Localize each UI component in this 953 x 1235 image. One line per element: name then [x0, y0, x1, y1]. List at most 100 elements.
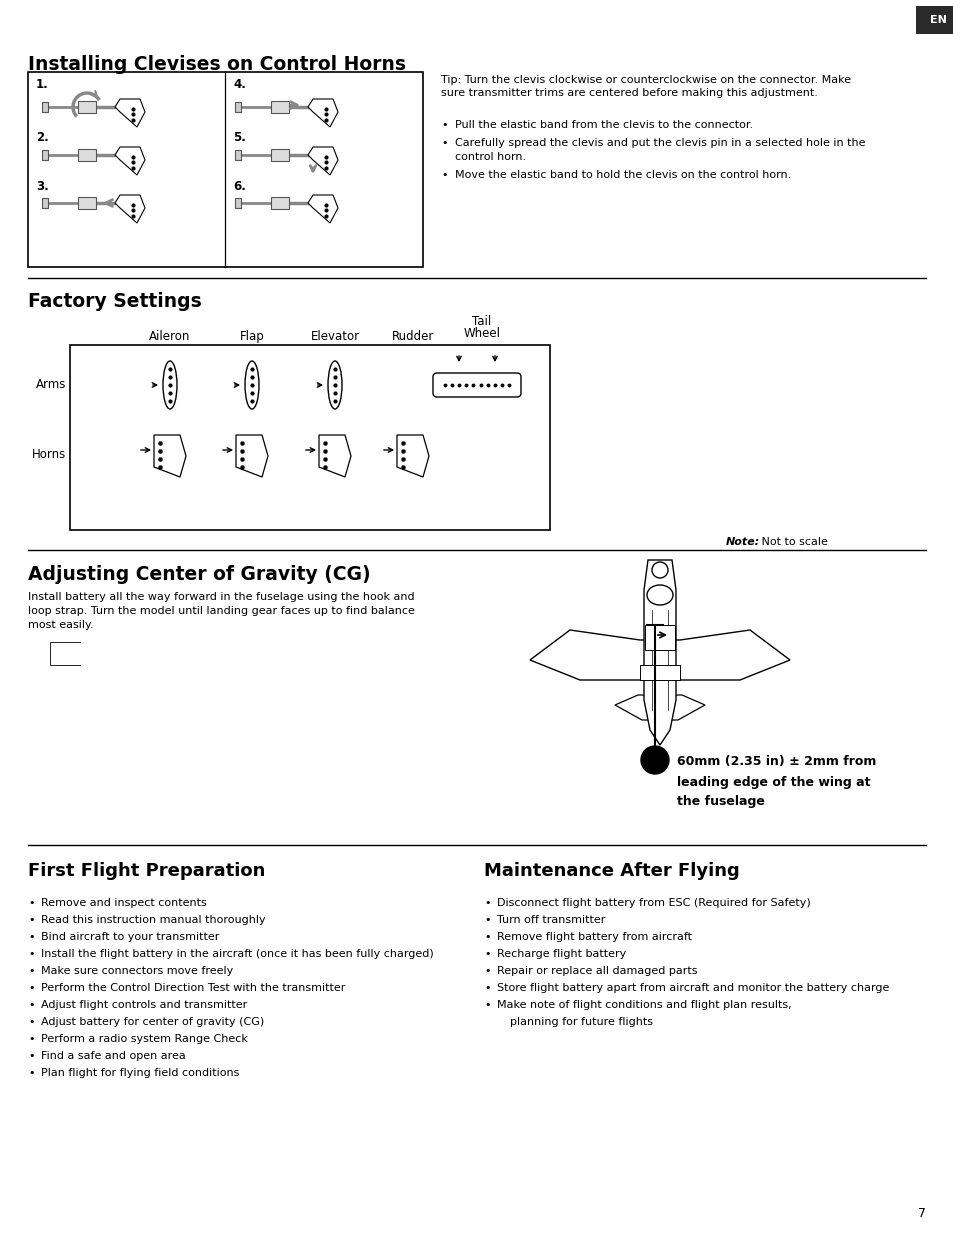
Text: •: •	[28, 1068, 34, 1078]
Polygon shape	[308, 147, 337, 175]
Text: •: •	[483, 948, 490, 960]
Text: Bind aircraft to your transmitter: Bind aircraft to your transmitter	[41, 932, 219, 942]
Ellipse shape	[163, 361, 177, 409]
Text: Carefully spread the clevis and put the clevis pin in a selected hole in the: Carefully spread the clevis and put the …	[455, 138, 864, 148]
Text: Disconnect flight battery from ESC (Required for Safety): Disconnect flight battery from ESC (Requ…	[497, 898, 810, 908]
Text: 4.: 4.	[233, 78, 246, 91]
Text: Perform the Control Direction Test with the transmitter: Perform the Control Direction Test with …	[41, 983, 345, 993]
Text: •: •	[28, 966, 34, 976]
Bar	[78, 149, 96, 161]
Polygon shape	[235, 435, 268, 477]
Polygon shape	[318, 435, 351, 477]
Text: •: •	[28, 1000, 34, 1010]
Text: •: •	[483, 915, 490, 925]
Text: 1.: 1.	[36, 78, 49, 91]
Text: •: •	[440, 170, 447, 180]
Bar	[639, 664, 679, 680]
Polygon shape	[115, 195, 145, 224]
Bar	[42, 149, 48, 161]
Text: Recharge flight battery: Recharge flight battery	[497, 948, 625, 960]
Text: Plan flight for flying field conditions: Plan flight for flying field conditions	[41, 1068, 239, 1078]
Text: 6.: 6.	[233, 180, 246, 193]
Text: •: •	[483, 932, 490, 942]
Text: Make sure connectors move freely: Make sure connectors move freely	[41, 966, 233, 976]
Text: •: •	[28, 932, 34, 942]
Text: 7: 7	[917, 1207, 925, 1220]
Text: Adjusting Center of Gravity (CG): Adjusting Center of Gravity (CG)	[28, 564, 370, 584]
Bar	[271, 101, 289, 112]
Text: Perform a radio system Range Check: Perform a radio system Range Check	[41, 1034, 248, 1044]
Text: First Flight Preparation: First Flight Preparation	[28, 862, 265, 881]
Polygon shape	[530, 630, 789, 680]
Text: Flap: Flap	[239, 330, 264, 343]
Text: Remove flight battery from aircraft: Remove flight battery from aircraft	[497, 932, 691, 942]
Text: Adjust battery for center of gravity (CG): Adjust battery for center of gravity (CG…	[41, 1016, 264, 1028]
Text: •: •	[28, 983, 34, 993]
Bar	[234, 198, 241, 207]
Text: Maintenance After Flying: Maintenance After Flying	[483, 862, 739, 881]
Text: Rudder: Rudder	[392, 330, 434, 343]
Text: 60mm (2.35 in) ± 2mm from: 60mm (2.35 in) ± 2mm from	[677, 755, 876, 768]
Text: control horn.: control horn.	[455, 152, 525, 162]
Text: Turn off transmitter: Turn off transmitter	[497, 915, 605, 925]
Text: the fuselage: the fuselage	[677, 795, 764, 808]
Text: •: •	[28, 948, 34, 960]
Text: •: •	[28, 1016, 34, 1028]
Text: •: •	[28, 1034, 34, 1044]
Text: •: •	[440, 138, 447, 148]
Text: Remove and inspect contents: Remove and inspect contents	[41, 898, 207, 908]
Text: Install the flight battery in the aircraft (once it has been fully charged): Install the flight battery in the aircra…	[41, 948, 434, 960]
Text: •: •	[28, 1051, 34, 1061]
Bar	[915, 6, 953, 35]
Text: Tail: Tail	[472, 315, 491, 329]
Bar	[78, 101, 96, 112]
Text: Find a safe and open area: Find a safe and open area	[41, 1051, 186, 1061]
Text: Install battery all the way forward in the fuselage using the hook and
loop stra: Install battery all the way forward in t…	[28, 592, 415, 630]
Text: EN: EN	[928, 15, 945, 25]
Text: Factory Settings: Factory Settings	[28, 291, 201, 311]
Bar	[271, 198, 289, 209]
Text: Arms: Arms	[35, 378, 66, 391]
FancyBboxPatch shape	[433, 373, 520, 396]
Ellipse shape	[245, 361, 258, 409]
Polygon shape	[115, 147, 145, 175]
Text: Move the elastic band to hold the clevis on the control horn.: Move the elastic band to hold the clevis…	[455, 170, 790, 180]
Text: Adjust flight controls and transmitter: Adjust flight controls and transmitter	[41, 1000, 247, 1010]
Text: •: •	[28, 915, 34, 925]
Text: 3.: 3.	[36, 180, 49, 193]
Text: Aileron: Aileron	[150, 330, 191, 343]
Circle shape	[640, 746, 668, 774]
Text: Pull the elastic band from the clevis to the connector.: Pull the elastic band from the clevis to…	[455, 120, 752, 130]
Ellipse shape	[328, 361, 341, 409]
Bar	[644, 625, 675, 650]
Text: Make note of flight conditions and flight plan results,: Make note of flight conditions and fligh…	[497, 1000, 791, 1010]
Text: 5.: 5.	[233, 131, 246, 144]
Bar	[42, 103, 48, 112]
Text: Note:: Note:	[725, 537, 760, 547]
Bar	[28, 72, 422, 267]
Text: Wheel: Wheel	[463, 327, 500, 340]
Polygon shape	[615, 695, 704, 720]
Text: Installing Clevises on Control Horns: Installing Clevises on Control Horns	[28, 56, 406, 74]
Text: •: •	[440, 120, 447, 130]
Bar	[271, 149, 289, 161]
Polygon shape	[153, 435, 186, 477]
Circle shape	[651, 562, 667, 578]
Text: Horns: Horns	[31, 448, 66, 462]
Text: Read this instruction manual thoroughly: Read this instruction manual thoroughly	[41, 915, 265, 925]
Polygon shape	[308, 195, 337, 224]
Polygon shape	[308, 99, 337, 127]
Text: •: •	[483, 966, 490, 976]
Bar	[42, 198, 48, 207]
Polygon shape	[115, 99, 145, 127]
Text: planning for future flights: planning for future flights	[510, 1016, 652, 1028]
Bar	[70, 345, 550, 530]
Text: •: •	[483, 983, 490, 993]
Bar	[234, 149, 241, 161]
Text: 2.: 2.	[36, 131, 49, 144]
Text: •: •	[483, 1000, 490, 1010]
Text: leading edge of the wing at: leading edge of the wing at	[677, 776, 869, 789]
Polygon shape	[643, 559, 676, 745]
Bar	[78, 198, 96, 209]
Text: Tip: Turn the clevis clockwise or counterclockwise on the connector. Make
sure t: Tip: Turn the clevis clockwise or counte…	[440, 75, 850, 99]
